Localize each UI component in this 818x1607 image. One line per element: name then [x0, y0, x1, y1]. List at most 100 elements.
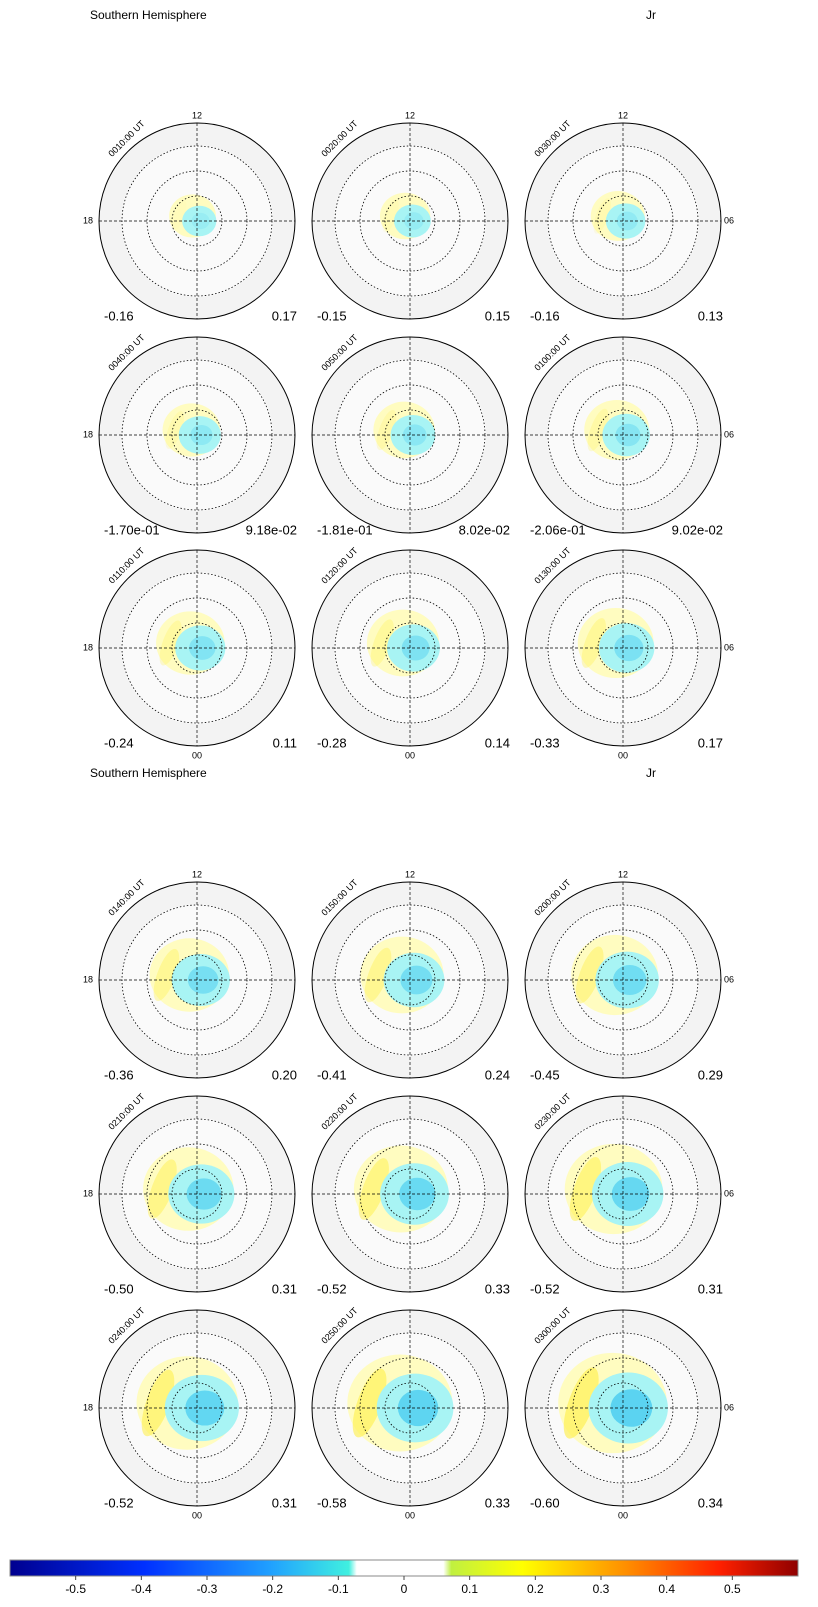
max-value: 0.20 — [272, 1067, 297, 1082]
positive-crescent — [364, 947, 392, 1003]
quantity-label: Jr — [646, 766, 656, 780]
mlt-label: 18 — [83, 1402, 93, 1412]
polar-panel — [524, 549, 722, 747]
polar-panel — [98, 881, 296, 1079]
positive-crescent — [382, 199, 399, 233]
mlt-label: 06 — [724, 215, 734, 225]
positive-crescent — [376, 409, 397, 451]
colorbar-tick-label: 0 — [401, 1582, 408, 1596]
mlt-label: 12 — [192, 869, 202, 879]
colorbar-tick-label: -0.2 — [262, 1582, 283, 1596]
polar-panel — [524, 122, 722, 320]
polar-panel — [311, 336, 509, 534]
mlt-label: 18 — [83, 974, 93, 984]
mlt-label: 06 — [724, 1402, 734, 1412]
max-value: 8.02e-02 — [459, 522, 510, 537]
polar-panel — [98, 122, 296, 320]
positive-crescent — [165, 411, 185, 449]
positive-crescent — [141, 1369, 175, 1437]
mlt-label: 00 — [405, 1510, 415, 1520]
min-value: -0.60 — [530, 1495, 560, 1510]
positive-crescent — [153, 948, 180, 1002]
colorbar-tick-label: -0.3 — [197, 1582, 218, 1596]
min-value: -0.24 — [104, 735, 134, 750]
max-value: 0.31 — [272, 1281, 297, 1296]
mlt-label: 18 — [83, 642, 93, 652]
positive-crescent — [569, 1156, 602, 1222]
negative-core — [612, 964, 647, 996]
min-value: -0.45 — [530, 1067, 560, 1082]
min-value: -0.16 — [530, 308, 560, 323]
positive-crescent — [147, 1159, 177, 1219]
mlt-label: 12 — [618, 110, 628, 120]
min-value: -1.70e-01 — [104, 522, 160, 537]
positive-crescent — [593, 198, 611, 234]
negative-core — [400, 965, 433, 995]
max-value: 0.17 — [698, 735, 723, 750]
polar-panel — [524, 336, 722, 534]
mlt-label: 00 — [405, 750, 415, 760]
quantity-label: Jr — [646, 8, 656, 22]
positive-crescent — [370, 619, 394, 667]
polar-panel — [524, 1095, 722, 1293]
min-value: -0.50 — [104, 1281, 134, 1296]
mlt-label: 18 — [83, 429, 93, 439]
min-value: -0.16 — [104, 308, 134, 323]
section-title: Southern Hemisphere — [90, 766, 207, 780]
max-value: 0.31 — [698, 1281, 723, 1296]
mlt-label: 00 — [618, 750, 628, 760]
polar-panel — [98, 336, 296, 534]
mlt-label: 06 — [724, 429, 734, 439]
max-value: 0.31 — [272, 1495, 297, 1510]
positive-crescent — [358, 1158, 389, 1220]
mlt-label: 00 — [618, 1510, 628, 1520]
max-value: 0.24 — [485, 1067, 510, 1082]
min-value: -0.33 — [530, 735, 560, 750]
max-value: 0.33 — [485, 1495, 510, 1510]
polar-panel — [311, 1095, 509, 1293]
mlt-label: 12 — [405, 110, 415, 120]
colorbar-tick-label: 0.2 — [527, 1582, 544, 1596]
max-value: 0.34 — [698, 1495, 723, 1510]
polar-panel — [524, 1309, 722, 1507]
colorbar-tick-label: 0.4 — [658, 1582, 675, 1596]
negative-core — [189, 636, 216, 660]
polar-panel — [98, 1309, 296, 1507]
polar-panel — [311, 881, 509, 1079]
mlt-label: 18 — [83, 215, 93, 225]
mlt-label: 06 — [724, 1188, 734, 1198]
colorbar-tick-label: -0.4 — [131, 1582, 152, 1596]
min-value: -0.52 — [317, 1281, 347, 1296]
max-value: 0.15 — [485, 308, 510, 323]
colorbar-tick-label: -0.5 — [65, 1582, 86, 1596]
max-value: 0.33 — [485, 1281, 510, 1296]
max-value: 9.02e-02 — [672, 522, 723, 537]
polar-panel — [98, 1095, 296, 1293]
max-value: 0.29 — [698, 1067, 723, 1082]
max-value: 0.17 — [272, 308, 297, 323]
mlt-label: 06 — [724, 642, 734, 652]
positive-crescent — [171, 200, 187, 232]
polar-panel — [311, 549, 509, 747]
polar-panel — [311, 1309, 509, 1507]
min-value: -0.58 — [317, 1495, 347, 1510]
min-value: -2.06e-01 — [530, 522, 586, 537]
max-value: 0.11 — [273, 735, 297, 750]
min-value: -0.28 — [317, 735, 347, 750]
colorbar-tick-label: -0.1 — [328, 1582, 349, 1596]
min-value: -0.52 — [104, 1495, 134, 1510]
mlt-label: 00 — [192, 1510, 202, 1520]
negative-core — [614, 634, 644, 662]
negative-core — [187, 966, 219, 994]
min-value: -0.36 — [104, 1067, 134, 1082]
colorbar-tick-label: 0.3 — [593, 1582, 610, 1596]
positive-crescent — [563, 1367, 599, 1439]
mlt-label: 06 — [724, 974, 734, 984]
positive-crescent — [581, 618, 606, 668]
max-value: 9.18e-02 — [246, 522, 297, 537]
positive-crescent — [575, 946, 604, 1004]
min-value: -0.41 — [317, 1067, 347, 1082]
polar-panel — [524, 881, 722, 1079]
negative-core — [401, 635, 430, 661]
